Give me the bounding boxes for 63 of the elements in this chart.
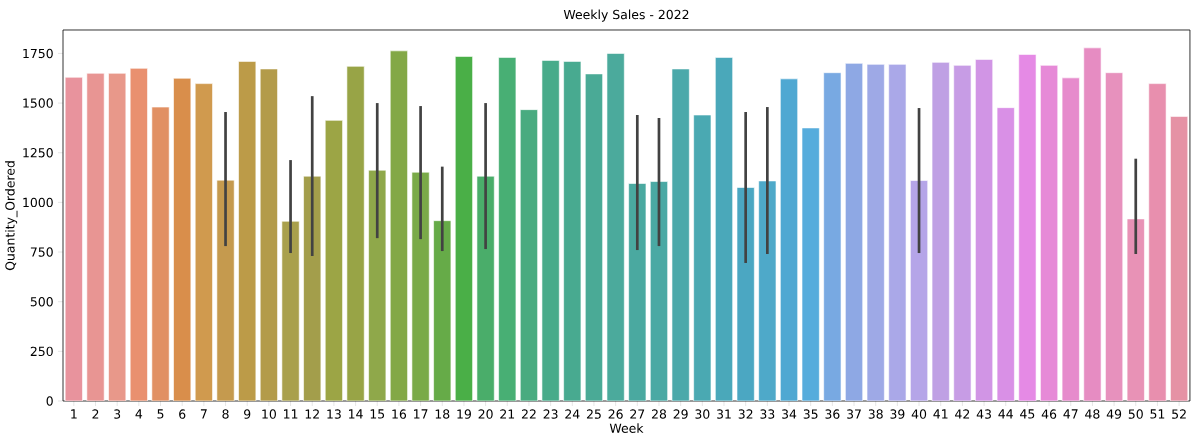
y-axis-title: Quantity_Ordered [5, 161, 18, 271]
x-tick-label: 15 [370, 409, 385, 419]
x-tick-label: 12 [305, 409, 319, 419]
x-tick-label: 47 [1063, 409, 1078, 419]
x-tick-label: 31 [717, 409, 731, 419]
x-tick-label: 41 [933, 409, 948, 419]
x-tick-label: 33 [760, 409, 775, 419]
x-tick-label: 9 [244, 409, 251, 419]
x-tick-label: 39 [890, 409, 905, 419]
x-tick-label: 30 [695, 409, 710, 419]
x-tick-label: 24 [565, 409, 580, 419]
x-tick-label: 27 [630, 409, 645, 419]
x-tick-label: 18 [435, 409, 450, 419]
x-tick-label: 6 [179, 409, 186, 419]
x-tick-label: 32 [738, 409, 753, 419]
x-tick-label: 4 [135, 409, 143, 419]
x-tick-label: 34 [782, 409, 797, 419]
x-tick-label: 46 [1041, 409, 1057, 419]
x-tick-label: 21 [500, 409, 515, 419]
x-tick-label: 2 [92, 409, 99, 419]
x-tick-label: 35 [803, 409, 818, 419]
x-tick-label: 5 [157, 409, 164, 419]
y-tick-label: 1750 [23, 48, 53, 59]
y-tick-label: 1250 [23, 148, 53, 158]
x-tick-label: 23 [543, 409, 558, 419]
x-tick-label: 20 [478, 409, 493, 419]
x-tick-label: 7 [200, 409, 207, 419]
x-tick-label: 51 [1150, 409, 1165, 419]
y-tick-label: 1500 [23, 98, 53, 108]
x-tick-label: 1 [71, 409, 77, 419]
y-tick-label: 0 [46, 396, 53, 406]
x-tick-label: 43 [976, 409, 991, 419]
x-tick-label: 8 [222, 409, 229, 419]
x-tick-label: 29 [673, 409, 688, 419]
x-tick-label: 50 [1128, 409, 1143, 419]
y-tick-label: 750 [30, 247, 53, 257]
x-tick-label: 49 [1106, 409, 1122, 419]
x-tick-label: 37 [847, 409, 861, 419]
x-tick-label: 17 [414, 409, 428, 419]
x-tick-label: 25 [586, 409, 601, 419]
x-tick-label: 22 [521, 409, 536, 419]
y-tick-label: 250 [30, 346, 53, 357]
x-tick-label: 44 [998, 409, 1013, 419]
x-tick-label: 19 [457, 409, 471, 419]
x-axis-title: Week [609, 423, 644, 433]
x-tick-label: 28 [651, 409, 667, 419]
x-tick-label: 38 [868, 409, 883, 419]
x-tick-label: 10 [262, 409, 276, 419]
x-tick-label: 14 [349, 409, 363, 419]
x-tick-label: 52 [1172, 409, 1186, 419]
x-tick-label: 3 [114, 409, 121, 419]
x-tick-label: 48 [1085, 409, 1100, 419]
chart-title: Weekly Sales - 2022 [563, 9, 689, 22]
x-tick-label: 45 [1020, 409, 1035, 419]
x-tick-label: 16 [392, 409, 407, 419]
x-tick-label: 26 [608, 409, 623, 419]
x-tick-label: 11 [284, 409, 298, 419]
y-tick-label: 1000 [23, 197, 53, 208]
x-tick-label: 13 [327, 409, 341, 419]
x-tick-label: 42 [955, 409, 970, 419]
x-tick-label: 40 [911, 409, 927, 419]
x-tick-label: 36 [825, 409, 840, 419]
y-tick-label: 500 [30, 296, 53, 307]
